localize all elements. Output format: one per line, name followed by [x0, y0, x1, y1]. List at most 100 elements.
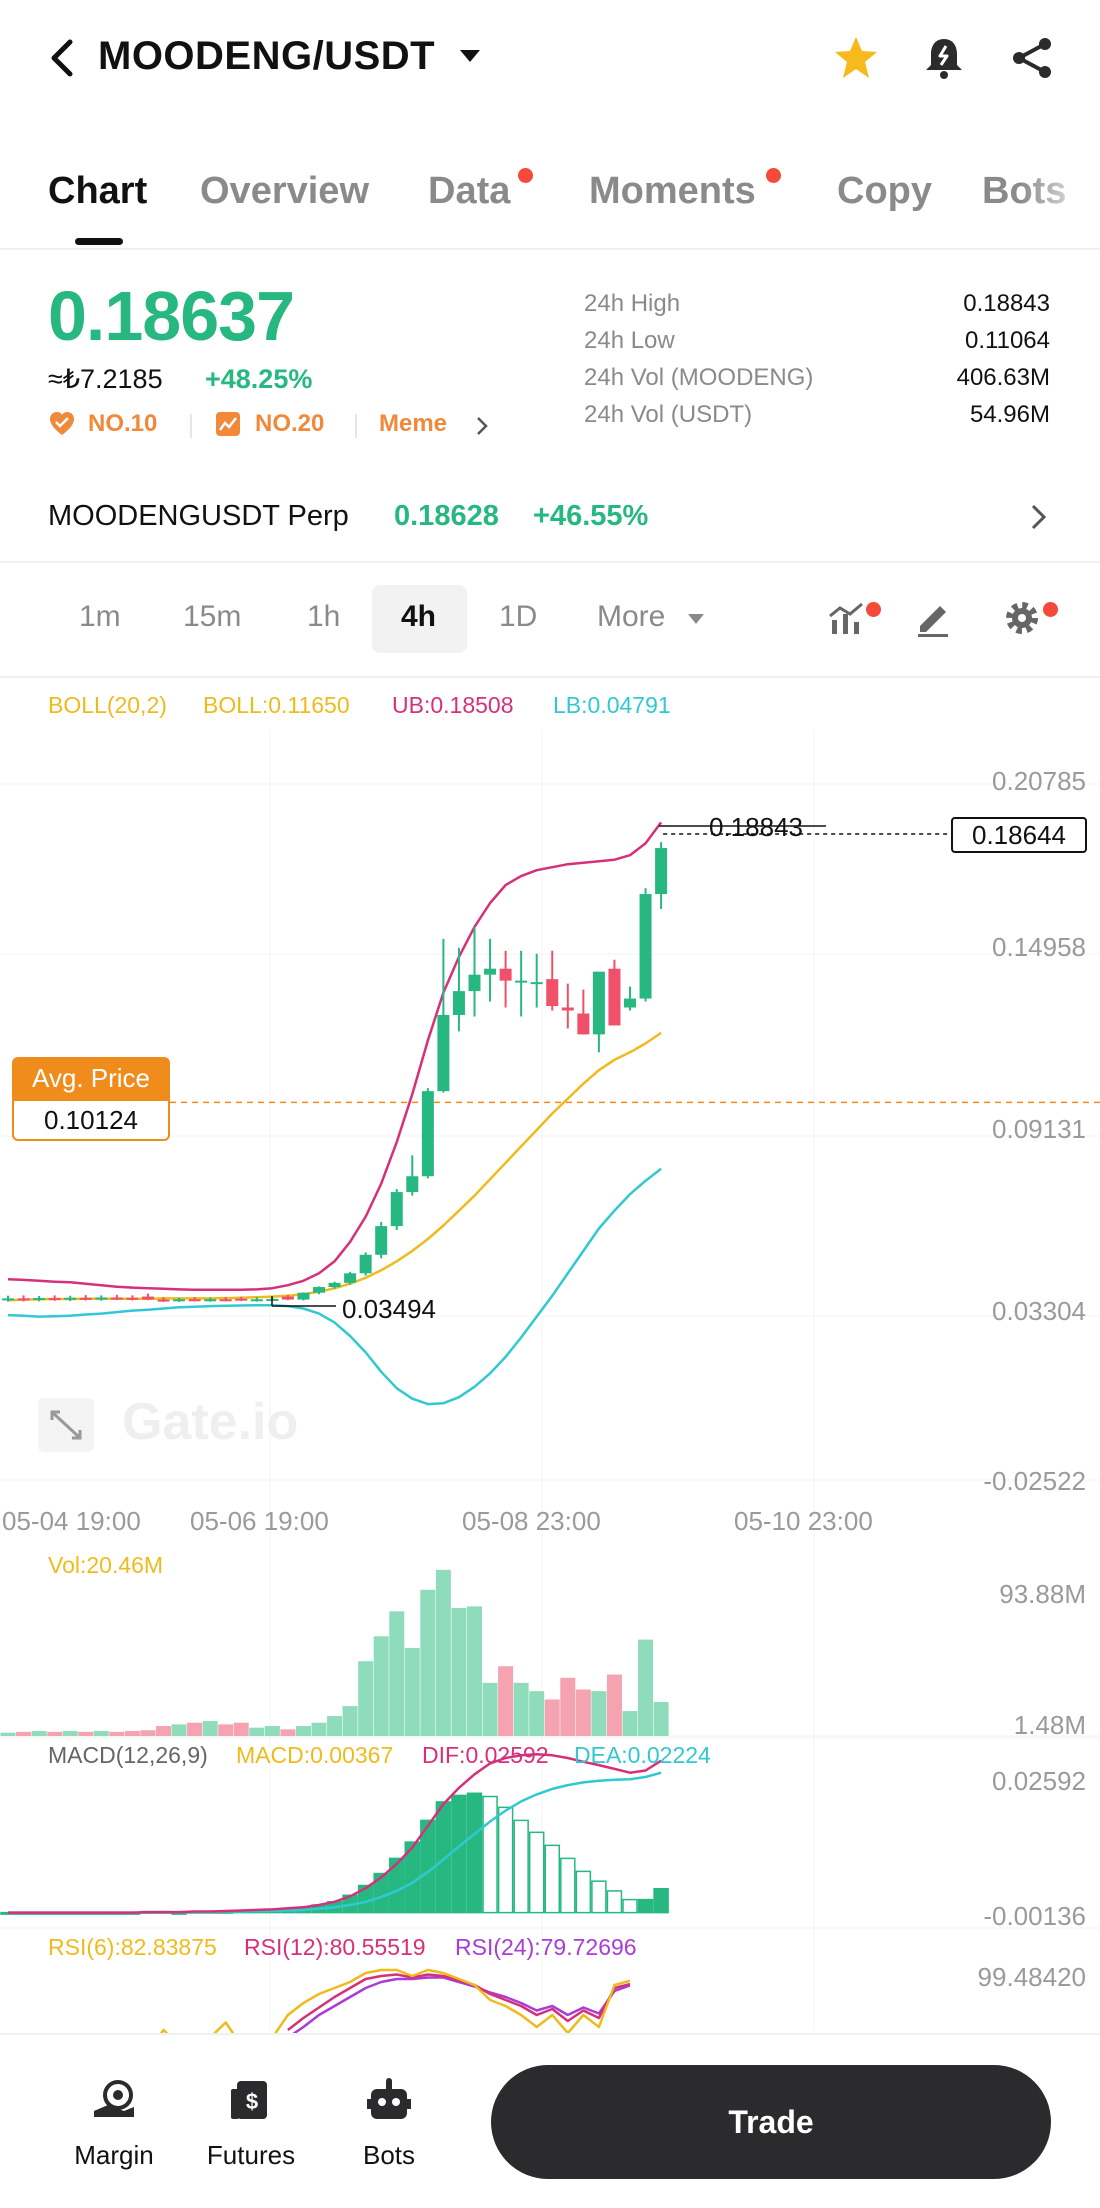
candle-body	[608, 968, 621, 1026]
favorite-star-icon[interactable]	[832, 34, 880, 82]
candle-body	[157, 1299, 170, 1302]
settings-notification-dot	[1043, 602, 1058, 617]
nav-label: Bots	[362, 2140, 416, 2170]
volume-bar	[31, 1731, 47, 1736]
price-chart[interactable]	[0, 678, 1100, 2033]
pair-dropdown-icon[interactable]	[460, 50, 480, 62]
volume-bar	[482, 1682, 498, 1736]
macd-histogram-bar	[591, 1880, 607, 1914]
volume-bar	[575, 1689, 591, 1736]
converted-price: ≈₺7.2185	[48, 364, 163, 394]
pair-title[interactable]: MOODENG/USDT	[98, 34, 436, 78]
settings-gear-icon[interactable]	[1000, 596, 1044, 640]
indicators-icon[interactable]	[826, 596, 870, 640]
candle-body	[655, 848, 668, 895]
rank-badge-1[interactable]: NO.10	[88, 410, 158, 437]
volume-bar	[638, 1639, 654, 1736]
nav-margin[interactable]: Margin	[54, 2035, 174, 2208]
expand-icon	[50, 1410, 82, 1440]
price-alert-bell-icon[interactable]	[920, 34, 968, 82]
indicators-notification-dot	[866, 602, 881, 617]
candle-body	[297, 1292, 310, 1300]
interval-15m[interactable]: 15m	[183, 600, 242, 633]
chevron-down-icon[interactable]	[688, 614, 704, 624]
rsi12-line	[287, 1973, 631, 2031]
volume-bar	[311, 1722, 327, 1736]
candle-body	[141, 1296, 154, 1300]
stat-value-vol-base: 406.63M	[956, 364, 1050, 391]
candle-body	[406, 1176, 419, 1193]
volume-axis-label: 93.88M	[999, 1579, 1086, 1609]
candle-body	[515, 980, 528, 983]
macd-histogram-bar	[435, 1801, 452, 1914]
volume-bar	[187, 1722, 203, 1736]
tab-copy[interactable]: Copy	[837, 170, 932, 212]
macd-histogram-bar	[544, 1844, 560, 1914]
candle-body	[344, 1273, 357, 1283]
stat-label-vol-quote: 24h Vol (USDT)	[584, 401, 753, 428]
candle-body	[126, 1297, 139, 1300]
volume-bar	[233, 1722, 249, 1736]
tab-bar: Chart Overview Data Moments Copy Bots	[0, 160, 1100, 250]
macd-histogram-bar	[637, 1898, 654, 1914]
macd-histogram-bar	[451, 1794, 467, 1914]
nav-label: Futures	[206, 2140, 296, 2170]
legend-macd: MACD(12,26,9)	[48, 1742, 208, 1768]
nav-futures[interactable]: $ Futures	[191, 2035, 311, 2208]
heart-rank-icon	[50, 412, 74, 435]
legend-rsi6: RSI(6):82.83875	[48, 1934, 217, 1960]
candle-body	[452, 991, 465, 1015]
fullscreen-expand-button[interactable]	[38, 1398, 94, 1452]
time-axis-label: 05-06 19:00	[190, 1506, 329, 1536]
interval-more[interactable]: More	[597, 600, 666, 633]
trade-button[interactable]: Trade	[491, 2065, 1051, 2179]
volume-bar	[529, 1691, 545, 1736]
candle-body	[79, 1297, 92, 1300]
perp-change: +46.55%	[533, 500, 649, 532]
nav-bots[interactable]: Bots	[329, 2035, 449, 2208]
boll-upper-line	[7, 821, 663, 1291]
header: MOODENG/USDT	[0, 0, 1100, 115]
candle-body	[530, 982, 543, 985]
rsi24-line	[292, 1976, 631, 2033]
candle-body	[17, 1298, 30, 1301]
category-tag[interactable]: Meme	[379, 410, 448, 437]
volume-bar	[327, 1716, 343, 1736]
candle-body	[33, 1298, 46, 1301]
interval-4h[interactable]: 4h	[401, 600, 437, 633]
tab-data[interactable]: Data	[428, 170, 511, 212]
tab-moments[interactable]: Moments	[589, 170, 756, 212]
candle-body	[499, 968, 512, 981]
macd-axis-label: -0.00136	[983, 1901, 1086, 1931]
tab-overview[interactable]: Overview	[200, 170, 369, 212]
share-icon[interactable]	[1008, 34, 1056, 82]
volume-bar	[93, 1731, 109, 1736]
draw-pencil-icon[interactable]	[912, 596, 956, 640]
rank-badge-2[interactable]: NO.20	[255, 410, 325, 437]
candle-body	[250, 1299, 263, 1302]
volume-bar	[498, 1666, 514, 1736]
candle-body	[2, 1298, 14, 1301]
interval-1h[interactable]: 1h	[307, 600, 341, 633]
current-price-badge: 0.18644	[951, 817, 1087, 853]
candle-body	[110, 1297, 123, 1300]
tab-chart[interactable]: Chart	[48, 170, 148, 212]
volume-bar	[544, 1699, 560, 1736]
chevron-right-icon[interactable]	[1028, 502, 1050, 532]
volume-bar	[156, 1726, 171, 1736]
interval-1m[interactable]: 1m	[79, 600, 121, 633]
volume-bar	[218, 1724, 234, 1736]
avg-price-value: 0.10124	[12, 1099, 170, 1141]
candle-body	[484, 968, 497, 975]
volume-bar	[140, 1730, 156, 1736]
interval-1d[interactable]: 1D	[499, 600, 538, 633]
rank-separator	[355, 414, 357, 438]
candle-body	[48, 1298, 61, 1301]
stat-value-vol-quote: 54.96M	[969, 401, 1050, 428]
margin-icon	[94, 2080, 134, 2117]
back-arrow-icon[interactable]	[46, 36, 80, 80]
tabs-divider	[0, 248, 1100, 250]
candle-body	[592, 971, 605, 1035]
volume-bar	[171, 1724, 187, 1736]
chevron-right-icon[interactable]	[474, 414, 490, 438]
